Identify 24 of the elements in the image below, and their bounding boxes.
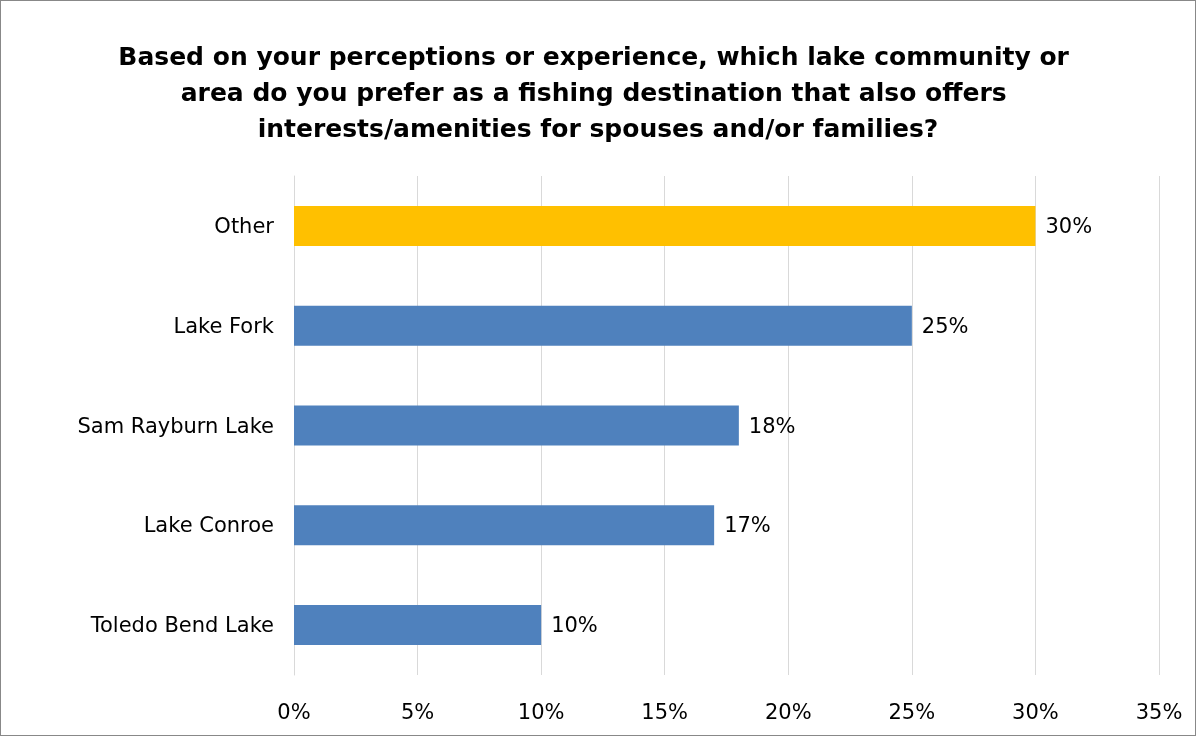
bar: [294, 205, 1036, 246]
data-label: 10%: [551, 613, 598, 638]
data-label: 30%: [1045, 213, 1093, 238]
y-tick-label: Toledo Bend Lake: [89, 613, 274, 638]
x-tick-label: 25%: [888, 699, 936, 724]
x-tick-label: 5%: [400, 699, 435, 724]
y-tick-label: Lake Conroe: [143, 513, 274, 538]
y-tick-label: Lake Fork: [173, 313, 275, 338]
x-tick-label: 10%: [517, 699, 565, 724]
x-tick-label: 35%: [1135, 699, 1183, 724]
data-label: 18%: [748, 413, 796, 438]
y-tick-label: Sam Rayburn Lake: [77, 413, 274, 438]
data-label: 17%: [724, 513, 771, 538]
bar: [294, 505, 715, 546]
bar: [294, 305, 912, 346]
x-tick-label: 15%: [641, 699, 689, 724]
chart-title: Based on your perceptions or experience, which lake community or area do you prefer as a fishing destination that also offers interests/amenities for spouses and/or families?: [118, 41, 1078, 143]
data-label: 25%: [921, 313, 969, 338]
x-tick-label: 0%: [277, 699, 311, 724]
y-tick-label: Other: [214, 213, 275, 238]
x-tick-label: 30%: [1012, 699, 1059, 724]
bar: [294, 605, 542, 646]
bar: [294, 405, 739, 446]
x-tick-label: 20%: [764, 699, 812, 724]
